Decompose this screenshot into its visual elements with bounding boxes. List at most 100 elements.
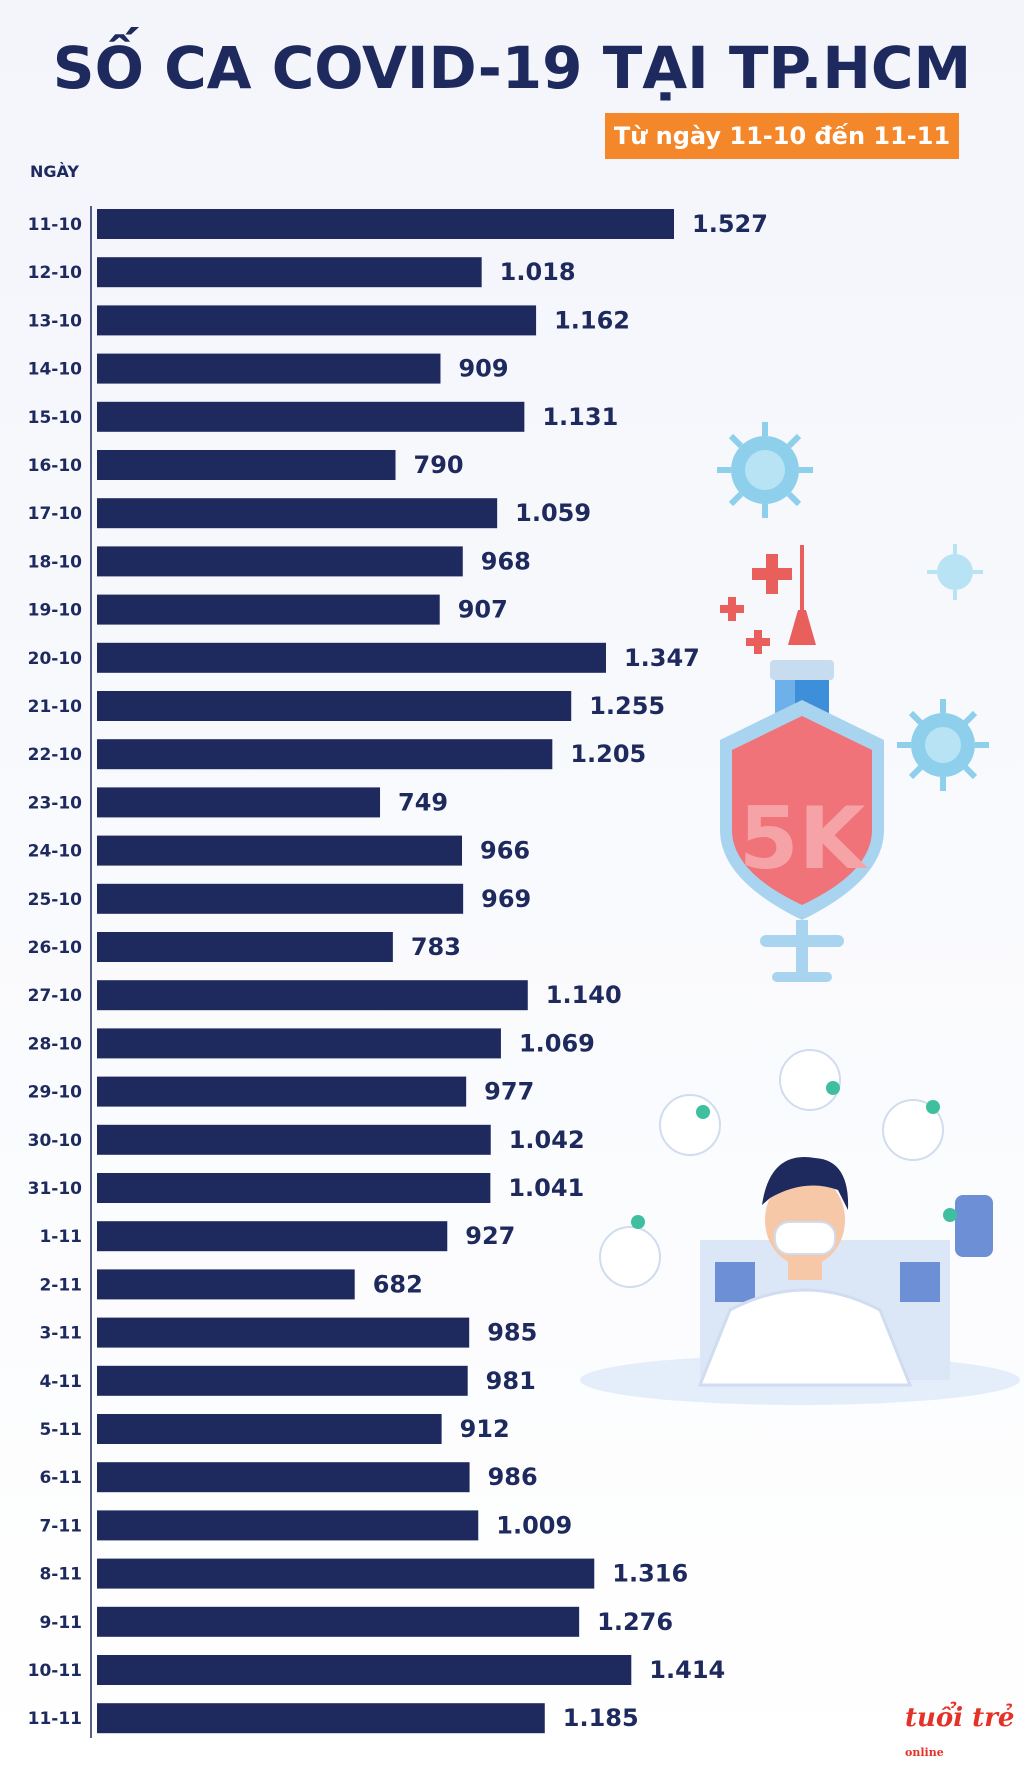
tuoi-tre-logo: tuổi trẻ online <box>905 1703 1015 1759</box>
bar-4-11 <box>97 1365 468 1396</box>
value-label: 1.059 <box>515 499 591 527</box>
bar-20-10 <box>97 642 606 673</box>
category-label: 25-10 <box>28 890 83 910</box>
category-label: 10-11 <box>28 1661 82 1681</box>
category-label: 18-10 <box>28 552 83 572</box>
value-label: 912 <box>460 1415 510 1443</box>
y-axis-label: NGÀY <box>30 162 79 181</box>
value-label: 1.162 <box>554 306 630 334</box>
category-label: 7-11 <box>39 1516 82 1536</box>
bar-13-10 <box>97 305 537 336</box>
bar-14-10 <box>97 353 441 384</box>
category-label: 26-10 <box>28 938 83 958</box>
value-label: 1.205 <box>570 740 646 768</box>
bar-5-11 <box>97 1414 442 1444</box>
category-label: 19-10 <box>28 601 83 621</box>
value-label: 1.347 <box>624 644 700 672</box>
value-label: 927 <box>465 1222 515 1250</box>
bar-26-10 <box>97 932 393 962</box>
bar-11-10 <box>97 209 674 239</box>
value-label: 909 <box>458 355 508 383</box>
category-label: 5-11 <box>39 1420 82 1440</box>
category-label: 23-10 <box>28 793 83 813</box>
bar-10-11 <box>97 1655 632 1685</box>
value-label: 1.009 <box>496 1511 572 1539</box>
value-label: 1.140 <box>546 981 622 1009</box>
bar-31-10 <box>97 1173 491 1203</box>
bar-19-10 <box>97 594 440 625</box>
category-label: 28-10 <box>28 1034 83 1054</box>
category-label: 13-10 <box>28 311 83 331</box>
plus-icon <box>720 554 792 654</box>
category-label: 17-10 <box>28 504 83 524</box>
virus-icon <box>897 699 989 791</box>
virus-icon <box>927 544 983 600</box>
value-label: 1.527 <box>692 210 768 238</box>
value-label: 749 <box>398 788 448 816</box>
bar-3-11 <box>97 1317 470 1348</box>
value-label: 1.276 <box>597 1608 673 1636</box>
syringe-icon: 5K <box>720 545 884 982</box>
bar-8-11 <box>97 1558 595 1589</box>
svg-text:5K: 5K <box>739 789 869 889</box>
category-label: 24-10 <box>28 842 83 862</box>
virus-icon <box>717 422 813 518</box>
category-label: 11-10 <box>28 215 83 235</box>
bar-1-11 <box>97 1221 448 1252</box>
chart-subtitle: Từ ngày 11-10 đến 11-11 <box>605 113 959 159</box>
value-label: 1.316 <box>612 1560 688 1588</box>
value-label: 1.041 <box>508 1174 584 1202</box>
bar-27-10 <box>97 980 528 1011</box>
category-label: 11-11 <box>28 1709 82 1729</box>
value-label: 790 <box>414 451 464 479</box>
doctor-illustration <box>580 1049 1020 1405</box>
category-label: 6-11 <box>39 1468 82 1488</box>
bar-23-10 <box>97 787 381 818</box>
value-label: 1.042 <box>509 1126 585 1154</box>
bar-16-10 <box>97 450 396 480</box>
value-label: 981 <box>486 1367 536 1395</box>
category-label: 2-11 <box>39 1275 82 1295</box>
category-label: 16-10 <box>28 456 83 476</box>
category-label: 31-10 <box>28 1179 83 1199</box>
category-label: 1-11 <box>39 1227 82 1247</box>
value-label: 986 <box>488 1463 538 1491</box>
bar-12-10 <box>97 257 482 288</box>
bar-2-11 <box>97 1269 355 1300</box>
category-label: 4-11 <box>39 1372 82 1392</box>
category-label: 12-10 <box>28 263 83 283</box>
category-label: 22-10 <box>28 745 83 765</box>
bar-28-10 <box>97 1028 501 1059</box>
value-label: 1.255 <box>589 692 665 720</box>
bar-7-11 <box>97 1510 479 1541</box>
value-label: 968 <box>481 547 531 575</box>
value-label: 1.018 <box>500 258 576 286</box>
value-label: 969 <box>481 885 531 913</box>
bar-9-11 <box>97 1606 580 1637</box>
category-label: 3-11 <box>39 1324 82 1344</box>
bar-24-10 <box>97 835 463 866</box>
category-label: 21-10 <box>28 697 83 717</box>
value-label: 1.069 <box>519 1029 595 1057</box>
bar-29-10 <box>97 1076 467 1107</box>
value-label: 977 <box>484 1078 534 1106</box>
bar-30-10 <box>97 1124 491 1155</box>
value-label: 783 <box>411 933 461 961</box>
value-label: 966 <box>480 837 530 865</box>
category-label: 8-11 <box>39 1565 82 1585</box>
bar-11-11 <box>97 1703 545 1734</box>
bar-18-10 <box>97 546 463 577</box>
category-label: 9-11 <box>39 1613 82 1633</box>
value-label: 1.414 <box>649 1656 725 1684</box>
bar-15-10 <box>97 401 525 432</box>
category-label: 27-10 <box>28 986 83 1006</box>
category-label: 30-10 <box>28 1131 83 1151</box>
chart-title: SỐ CA COVID-19 TẠI TP.HCM <box>52 34 972 102</box>
value-label: 985 <box>487 1319 537 1347</box>
bar-25-10 <box>97 883 464 914</box>
bar-21-10 <box>97 691 572 721</box>
value-label: 1.185 <box>563 1704 639 1732</box>
bar-17-10 <box>97 498 498 529</box>
value-label: 682 <box>373 1270 423 1298</box>
